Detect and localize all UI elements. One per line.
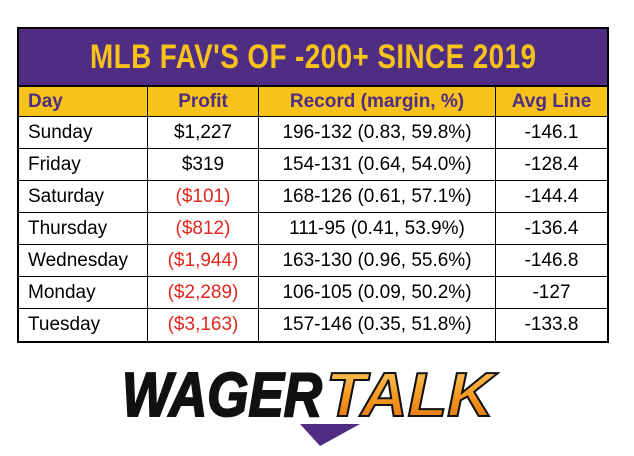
table-row: Saturday ($101) 168-126 (0.61, 57.1%) -144.…	[19, 181, 607, 213]
table-cell: -133.8	[524, 314, 579, 335]
table-cell: 106-105 (0.09, 50.2%)	[259, 277, 496, 308]
table-row: Wednesday ($1,944) 163-130 (0.96, 55.6%) -1…	[19, 245, 607, 277]
table-cell: ($3,163)	[148, 309, 259, 341]
table-cell: ($101)	[148, 181, 259, 212]
table-cell: Friday	[19, 149, 148, 180]
header-cell: Record (margin, %)	[259, 87, 496, 116]
logo-bolt	[300, 424, 360, 446]
stats-table: MLB FAV'S OF -200+ SINCE 2019 Day Profit R…	[17, 27, 609, 343]
logo: WAGER TALK	[121, 360, 499, 446]
table-cell: -144.4	[524, 186, 579, 207]
table-row: Tuesday ($3,163) 157-146 (0.35, 51.8%) -133…	[19, 309, 607, 341]
table-cell: Saturday	[19, 181, 148, 212]
table-cell: Thursday	[19, 213, 148, 244]
table-cell: Monday	[19, 277, 148, 308]
table-cell: 163-130 (0.96, 55.6%)	[259, 245, 496, 276]
table-body: Day Profit Record (margin, %) Avg Line Sunda…	[19, 87, 607, 341]
table-row: Thursday ($812) 111-95 (0.41, 53.9%) -136.4	[19, 213, 607, 245]
logo-wager: WAGER	[122, 361, 322, 430]
table-cell: -127	[532, 282, 571, 303]
table-cell: -146.1	[524, 122, 579, 143]
header-row: Day Profit Record (margin, %) Avg Line	[19, 87, 607, 117]
header-cell: Avg Line	[511, 91, 592, 112]
table-cell: -146.8	[524, 250, 579, 271]
header-cell: Day	[19, 87, 148, 116]
table-cell: $1,227	[148, 117, 259, 148]
table-cell: 111-95 (0.41, 53.9%)	[259, 213, 496, 244]
header-cell: Profit	[148, 87, 259, 116]
logo-talk: TALK	[326, 361, 498, 430]
table-row: Friday $319 154-131 (0.64, 54.0%) -128.4	[19, 149, 607, 181]
table-cell: Wednesday	[19, 245, 148, 276]
table-cell: -128.4	[524, 154, 579, 175]
table-cell: Sunday	[19, 117, 148, 148]
table-cell: -136.4	[524, 218, 579, 239]
table-cell: ($2,289)	[148, 277, 259, 308]
table-cell: ($1,944)	[148, 245, 259, 276]
table-cell: 168-126 (0.61, 57.1%)	[259, 181, 496, 212]
table-cell: 154-131 (0.64, 54.0%)	[259, 149, 496, 180]
table-cell: ($812)	[148, 213, 259, 244]
table-cell: 196-132 (0.83, 59.8%)	[259, 117, 496, 148]
table-cell: 157-146 (0.35, 51.8%)	[259, 309, 496, 341]
title-text: MLB FAV'S OF -200+ SINCE 2019	[89, 38, 537, 76]
table-cell: $319	[148, 149, 259, 180]
table-title: MLB FAV'S OF -200+ SINCE 2019	[19, 29, 607, 87]
table-row: Monday ($2,289) 106-105 (0.09, 50.2%) -127	[19, 277, 607, 309]
table-row: Sunday $1,227 196-132 (0.83, 59.8%) -146.1	[19, 117, 607, 149]
table-cell: Tuesday	[19, 309, 148, 341]
